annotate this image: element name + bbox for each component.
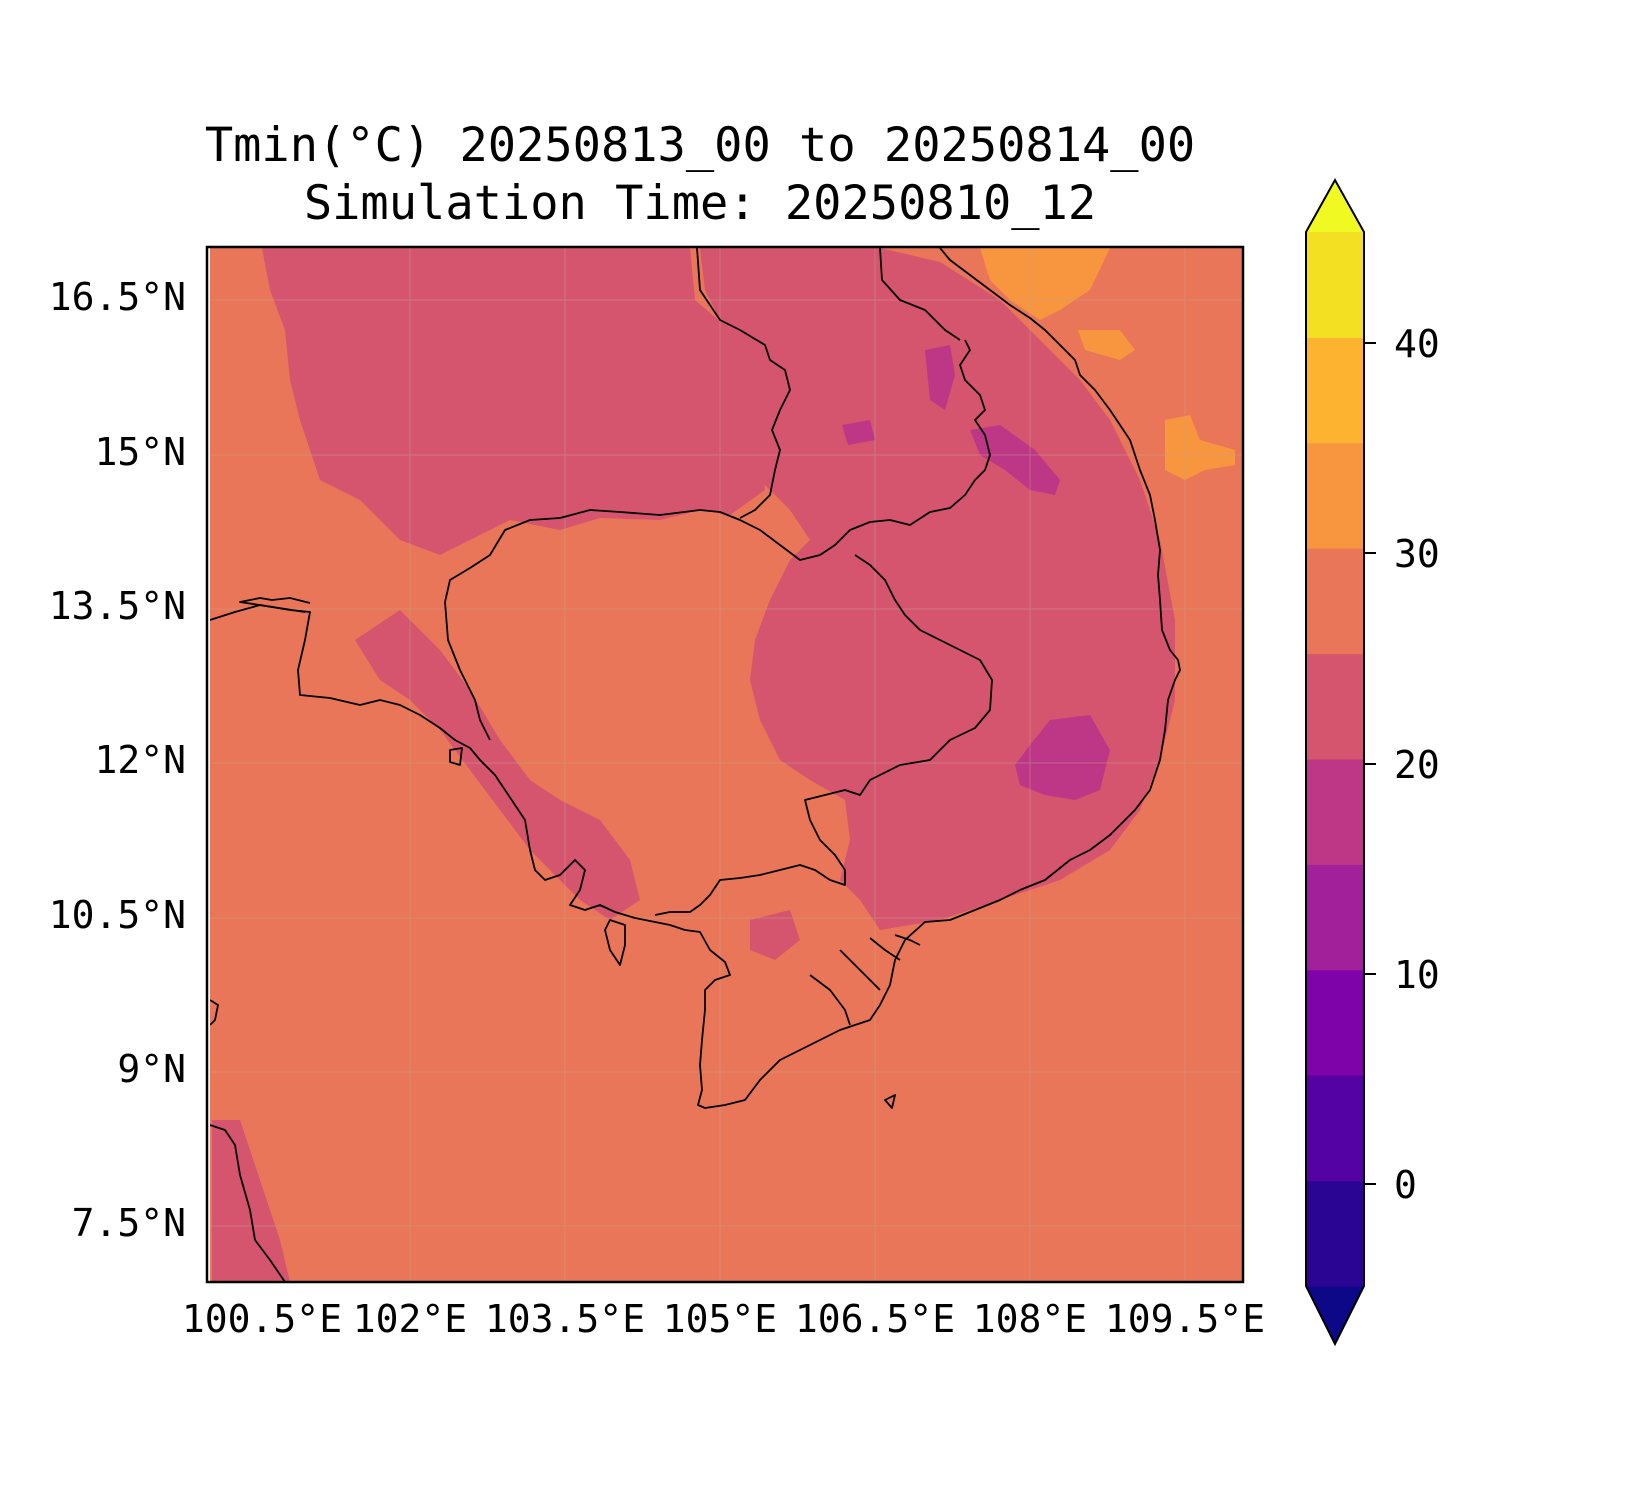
longitude-axis: 100.5°E 102°E 103.5°E 105°E 106.5°E 108°…: [182, 1297, 1265, 1341]
colorbar-label-0: 0: [1394, 1163, 1417, 1207]
cold-spot-central-highlands: [1015, 715, 1110, 800]
lon-label-100-5: 100.5°E: [182, 1297, 342, 1341]
colorbar-label-10: 10: [1394, 953, 1440, 997]
lat-label-7-5: 7.5°N: [72, 1201, 186, 1245]
thailand-cambodia-border: [239, 597, 311, 613]
cambodia-southern-border: [444, 554, 993, 916]
lon-label-108: 108°E: [973, 1297, 1087, 1341]
lon-label-102: 102°E: [353, 1297, 467, 1341]
cool-region-malay-peninsula: [212, 1120, 290, 1282]
map-title-line-2: Simulation Time: 20250810_12: [303, 176, 1097, 231]
map-title-line-1: Tmin(°C) 20250813_00 to 20250814_00: [204, 118, 1196, 173]
colorbar-label-30: 30: [1394, 532, 1440, 576]
colorbar-label-40: 40: [1394, 322, 1440, 366]
colorbar-band: [1306, 337, 1364, 444]
colorbar-band: [1306, 442, 1364, 549]
map-frame: [205, 245, 1245, 1284]
cold-spot-north: [925, 345, 955, 410]
peninsula-coast: [210, 1124, 286, 1282]
lat-label-12: 12°N: [94, 738, 186, 782]
cold-spot-laos-small: [842, 420, 875, 445]
colorbar-band: [1306, 232, 1364, 338]
gridlines: [210, 248, 1243, 1282]
colorbar-band: [1306, 969, 1364, 1076]
colorbar-band: [1306, 548, 1364, 655]
colorbar-label-20: 20: [1394, 743, 1440, 787]
cool-region-cambodia-east: [755, 620, 870, 780]
colorbar-extend-high: [1306, 180, 1364, 232]
colorbar-extend-low: [1306, 1286, 1364, 1344]
warm-spot-offshore: [1165, 415, 1235, 480]
colorbar: [1305, 177, 1376, 1347]
lat-label-13-5: 13.5°N: [49, 584, 186, 628]
colorbar-band: [1306, 1075, 1364, 1182]
map-panel: [210, 248, 1243, 1282]
lon-label-106-5: 106.5°E: [795, 1297, 955, 1341]
lon-label-103-5: 103.5°E: [485, 1297, 645, 1341]
lon-label-105: 105°E: [663, 1297, 777, 1341]
lat-label-15: 15°N: [94, 430, 186, 474]
cool-region-north-thailand: [262, 248, 770, 555]
cool-region-delta: [750, 910, 800, 960]
cambodia-border-west: [444, 339, 991, 603]
coastlines-and-borders: [210, 248, 1181, 1282]
cold-spot-laos-highlands: [970, 425, 1060, 495]
colorbar-band: [1306, 759, 1364, 865]
laos-vietnam-border: [879, 248, 961, 341]
warm-spot-coast-2: [1078, 330, 1135, 360]
lat-label-16-5: 16.5°N: [49, 275, 186, 319]
small-islands: [210, 747, 896, 1109]
lon-label-109-5: 109.5°E: [1105, 1297, 1265, 1341]
colorbar-band: [1306, 1180, 1364, 1287]
delta-islands: [809, 934, 921, 1026]
colorbar-band: [1306, 864, 1364, 971]
warm-spot-north-coast: [980, 248, 1110, 320]
lat-label-9: 9°N: [117, 1047, 186, 1091]
lat-label-10-5: 10.5°N: [49, 893, 186, 937]
mainland-coastline: [210, 248, 1181, 1109]
cool-region-cambodia-west: [355, 610, 640, 920]
colorbar-band: [1306, 653, 1364, 760]
colorbar-tick-labels: 0 10 20 30 40: [1394, 322, 1440, 1207]
latitude-axis: 16.5°N 15°N 13.5°N 12°N 10.5°N 9°N 7.5°N: [49, 275, 186, 1245]
laos-border-west: [696, 248, 791, 519]
colorbar-outline: [1305, 177, 1365, 1347]
